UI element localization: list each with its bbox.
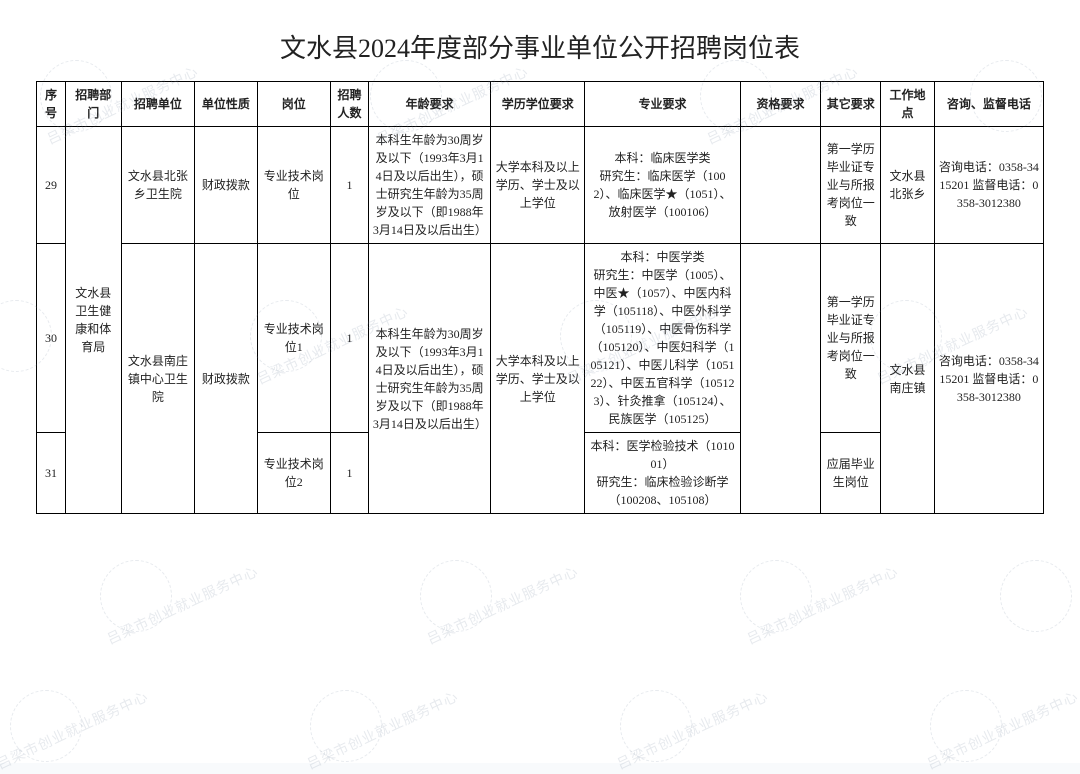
table-row: 29 文水县卫生健康和体育局 文水县北张乡卫生院 财政拨款 专业技术岗位 1 本… xyxy=(37,127,1044,244)
watermark-text: 吕梁市创业就业服务中心 xyxy=(104,561,262,649)
col-qual: 资格要求 xyxy=(740,82,820,127)
cell-seq: 31 xyxy=(37,433,66,514)
col-seq: 序号 xyxy=(37,82,66,127)
watermark-text: 吕梁市创业就业服务中心 xyxy=(614,686,772,774)
watermark-circle xyxy=(100,560,172,632)
cell-tel: 咨询电话：0358-3415201 监督电话：0358-3012380 xyxy=(934,244,1043,514)
watermark-text: 吕梁市创业就业服务中心 xyxy=(304,686,462,774)
cell-major: 本科：临床医学类 研究生：临床医学（1002）、临床医学★（1051）、放射医学… xyxy=(585,127,741,244)
cell-post: 专业技术岗位1 xyxy=(257,244,331,433)
col-tel: 咨询、监督电话 xyxy=(934,82,1043,127)
watermark-text: 吕梁市创业就业服务中心 xyxy=(0,686,151,774)
cell-dept: 文水县卫生健康和体育局 xyxy=(65,127,121,514)
cell-major: 本科：医学检验技术（101001） 研究生：临床检验诊断学（100208、105… xyxy=(585,433,741,514)
watermark-text: 吕梁市创业就业服务中心 xyxy=(424,561,582,649)
col-dept: 招聘部门 xyxy=(65,82,121,127)
cell-other: 应届毕业生岗位 xyxy=(821,433,881,514)
watermark-circle xyxy=(620,690,692,762)
cell-other: 第一学历毕业证专业与所报考岗位一致 xyxy=(821,244,881,433)
cell-nature: 财政拨款 xyxy=(195,244,257,514)
cell-age: 本科生年龄为30周岁及以下（1993年3月14日及以后出生），硕士研究生年龄为3… xyxy=(368,127,491,244)
cell-edu: 大学本科及以上学历、学士及以上学位 xyxy=(491,127,585,244)
cell-loc: 文水县北张乡 xyxy=(881,127,934,244)
cell-nature: 财政拨款 xyxy=(195,127,257,244)
cell-major: 本科：中医学类 研究生：中医学（1005）、中医★（1057）、中医内科学（10… xyxy=(585,244,741,433)
cell-post: 专业技术岗位 xyxy=(257,127,331,244)
cell-edu: 大学本科及以上学历、学士及以上学位 xyxy=(491,244,585,514)
cell-seq: 29 xyxy=(37,127,66,244)
col-count: 招聘人数 xyxy=(331,82,369,127)
cell-tel: 咨询电话：0358-3415201 监督电话：0358-3012380 xyxy=(934,127,1043,244)
table-header-row: 序号 招聘部门 招聘单位 单位性质 岗位 招聘人数 年龄要求 学历学位要求 专业… xyxy=(37,82,1044,127)
cell-post: 专业技术岗位2 xyxy=(257,433,331,514)
col-loc: 工作地点 xyxy=(881,82,934,127)
watermark-circle xyxy=(420,560,492,632)
recruitment-table: 序号 招聘部门 招聘单位 单位性质 岗位 招聘人数 年龄要求 学历学位要求 专业… xyxy=(36,81,1044,514)
document-page: 吕梁市创业就业服务中心 吕梁市创业就业服务中心 吕梁市创业就业服务中心 吕梁市创… xyxy=(0,0,1080,763)
cell-unit: 文水县北张乡卫生院 xyxy=(121,127,195,244)
col-nature: 单位性质 xyxy=(195,82,257,127)
cell-unit: 文水县南庄镇中心卫生院 xyxy=(121,244,195,514)
col-major: 专业要求 xyxy=(585,82,741,127)
watermark-circle xyxy=(930,690,1002,762)
table-row: 30 文水县南庄镇中心卫生院 财政拨款 专业技术岗位1 1 本科生年龄为30周岁… xyxy=(37,244,1044,433)
watermark-circle xyxy=(310,690,382,762)
cell-qual xyxy=(740,127,820,244)
cell-loc: 文水县南庄镇 xyxy=(881,244,934,514)
watermark-circle xyxy=(740,560,812,632)
watermark-text: 吕梁市创业就业服务中心 xyxy=(744,561,902,649)
cell-qual xyxy=(740,244,820,514)
cell-count: 1 xyxy=(331,244,369,433)
cell-count: 1 xyxy=(331,127,369,244)
cell-age: 本科生年龄为30周岁及以下（1993年3月14日及以后出生），硕士研究生年龄为3… xyxy=(368,244,491,514)
page-title: 文水县2024年度部分事业单位公开招聘岗位表 xyxy=(36,28,1044,65)
watermark-circle xyxy=(10,690,82,762)
col-post: 岗位 xyxy=(257,82,331,127)
col-edu: 学历学位要求 xyxy=(491,82,585,127)
col-unit: 招聘单位 xyxy=(121,82,195,127)
watermark-circle xyxy=(1000,560,1072,632)
col-other: 其它要求 xyxy=(821,82,881,127)
cell-seq: 30 xyxy=(37,244,66,433)
watermark-text: 吕梁市创业就业服务中心 xyxy=(924,686,1080,774)
col-age: 年龄要求 xyxy=(368,82,491,127)
cell-other: 第一学历毕业证专业与所报考岗位一致 xyxy=(821,127,881,244)
cell-count: 1 xyxy=(331,433,369,514)
